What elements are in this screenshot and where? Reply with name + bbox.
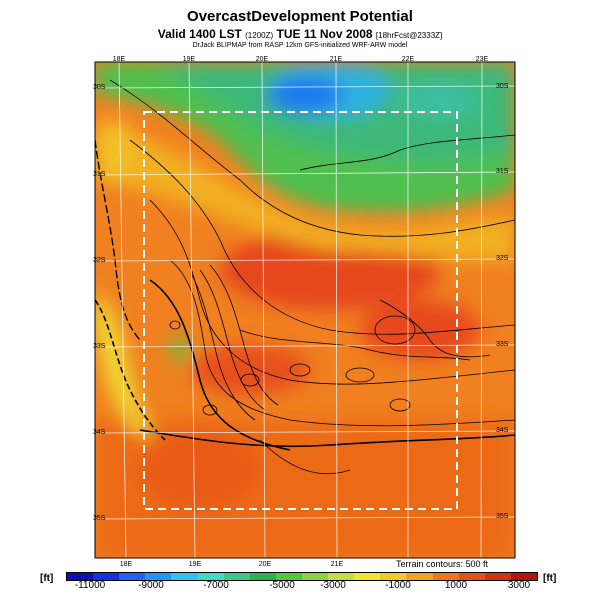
lat-label-left: 31S [93,171,106,178]
colorbar [66,572,538,581]
colorbar-segment [197,573,224,580]
colorbar-tick: 3000 [507,580,531,591]
colorbar-tick: -1000 [385,580,411,591]
lon-label-bottom: 20E [258,561,272,568]
lon-label-bottom: 18E [119,561,133,568]
terrain-contour-note: Terrain contours: 500 ft [396,559,489,569]
colorbar-segment [171,573,198,580]
lat-label-left: 30S [93,84,106,91]
colorbar-segment [249,573,276,580]
model-credit: DrJack BLIPMAP from RASP 12km GFS-initia… [192,42,408,49]
colorbar-segment [328,573,355,580]
page-title: OvercastDevelopment Potential [187,8,413,25]
lat-label-left: 35S [93,515,106,522]
colorbar-tick: -9000 [138,580,164,591]
lat-label-left: 33S [93,343,106,350]
map-frame [94,61,516,559]
valid-main: Valid 1400 LST [157,27,242,41]
lat-label-left: 34S [93,429,106,436]
colorbar-segment [223,573,250,580]
color-field [95,62,515,558]
colorbar-segment [458,573,485,580]
lat-lon-grid [95,62,515,558]
colorbar-segment [301,573,329,580]
colorbar-unit-right: [ft] [543,573,557,584]
lat-label-left: 32S [93,257,106,264]
lon-label-top: 18E [112,56,126,63]
colorbar-segment [510,573,537,580]
lon-label-top: 23E [475,56,489,63]
lat-label-right: 34S [496,427,509,434]
lon-label-top: 20E [255,56,269,63]
terrain-contours [95,79,515,475]
lon-label-bottom: 21E [330,561,344,568]
colorbar-segment [432,573,459,580]
colorbar-tick: -11000 [74,580,106,591]
valid-date: TUE 11 Nov 2008 [276,27,373,41]
colorbar-segment [380,573,407,580]
lat-label-right: 31S [496,168,509,175]
valid-utc: (1200Z) [245,31,274,40]
colorbar-segment [275,573,302,580]
colorbar-segment [67,573,94,580]
colorbar-segment [145,573,172,580]
valid-time: Valid 1400 LST (1200Z) TUE 11 Nov 2008 [… [0,27,600,41]
colorbar-segment [119,573,146,580]
colorbar-segment [93,573,120,580]
lat-label-right: 30S [496,83,509,90]
colorbar-tick: -3000 [320,580,346,591]
lon-label-top: 19E [182,56,196,63]
colorbar-tick: -5000 [269,580,295,591]
lon-label-bottom: 19E [188,561,202,568]
colorbar-tick: 1000 [444,580,468,591]
lon-label-top: 22E [401,56,415,63]
inner-domain-box [143,111,458,510]
forecast-tag: [18hrFcst@2333Z] [375,31,443,40]
colorbar-tick: -7000 [203,580,229,591]
lat-label-right: 32S [496,255,509,262]
colorbar-unit-left: [ft] [40,573,54,584]
colorbar-segment [406,573,433,580]
colorbar-segment [354,573,381,580]
lat-label-right: 35S [496,513,509,520]
lat-label-right: 33S [496,341,509,348]
colorbar-segment [484,573,511,580]
lon-label-top: 21E [329,56,343,63]
